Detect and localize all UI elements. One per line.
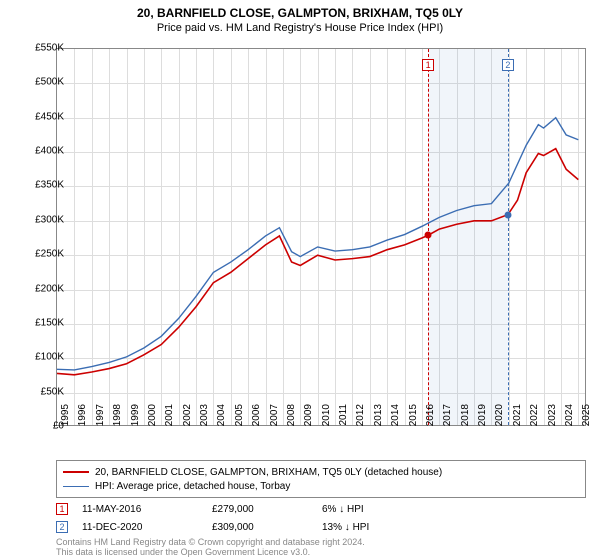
x-axis-label: 1999 xyxy=(130,404,141,432)
x-axis-label: 2020 xyxy=(494,404,505,432)
x-axis-label: 2007 xyxy=(269,404,280,432)
sale-row: 1 11-MAY-2016£279,0006% ↓ HPI xyxy=(56,500,586,518)
chart-svg xyxy=(57,49,587,427)
x-axis-label: 2009 xyxy=(303,404,314,432)
sale-diff: 13% ↓ HPI xyxy=(322,522,442,533)
y-axis-label: £250K xyxy=(14,249,64,260)
x-axis-label: 2010 xyxy=(321,404,332,432)
sale-marker-dot xyxy=(504,211,511,218)
x-axis-label: 2011 xyxy=(338,404,349,432)
legend-label: 20, BARNFIELD CLOSE, GALMPTON, BRIXHAM, … xyxy=(95,467,442,478)
x-axis-label: 2004 xyxy=(216,404,227,432)
x-axis-label: 2019 xyxy=(477,404,488,432)
y-axis-label: £100K xyxy=(14,352,64,363)
y-axis-label: £300K xyxy=(14,214,64,225)
legend-swatch xyxy=(63,486,89,487)
sale-row-marker: 2 xyxy=(56,521,68,533)
footer-line2: This data is licensed under the Open Gov… xyxy=(56,548,365,558)
x-axis-label: 2021 xyxy=(512,404,523,432)
legend-swatch xyxy=(63,471,89,473)
sale-marker-dot xyxy=(425,232,432,239)
sale-marker-box: 1 xyxy=(422,59,434,71)
x-axis-label: 1997 xyxy=(95,404,106,432)
legend-row: HPI: Average price, detached house, Torb… xyxy=(63,479,579,493)
x-axis-label: 2025 xyxy=(581,404,592,432)
x-axis-label: 2018 xyxy=(460,404,471,432)
x-axis-label: 2016 xyxy=(425,404,436,432)
chart-plot-area: 12 xyxy=(56,48,586,426)
y-axis-label: £0 xyxy=(14,421,64,432)
x-axis-label: 2015 xyxy=(408,404,419,432)
x-axis-label: 1996 xyxy=(77,404,88,432)
sale-row: 2 11-DEC-2020£309,00013% ↓ HPI xyxy=(56,518,586,536)
x-axis-label: 2022 xyxy=(529,404,540,432)
sales-table: 1 11-MAY-2016£279,0006% ↓ HPI 2 11-DEC-2020… xyxy=(56,500,586,536)
x-axis-label: 1995 xyxy=(60,404,71,432)
x-axis-label: 2008 xyxy=(286,404,297,432)
y-axis-label: £450K xyxy=(14,111,64,122)
chart-subtitle: Price paid vs. HM Land Registry's House … xyxy=(0,20,600,38)
sale-marker-box: 2 xyxy=(502,59,514,71)
y-axis-label: £50K xyxy=(14,386,64,397)
footer-attribution: Contains HM Land Registry data © Crown c… xyxy=(56,538,365,558)
x-axis-label: 2006 xyxy=(251,404,262,432)
x-axis-label: 2000 xyxy=(147,404,158,432)
y-axis-label: £500K xyxy=(14,77,64,88)
sale-price: £279,000 xyxy=(212,504,322,515)
chart-title: 20, BARNFIELD CLOSE, GALMPTON, BRIXHAM, … xyxy=(0,0,600,20)
y-axis-label: £350K xyxy=(14,180,64,191)
legend-label: HPI: Average price, detached house, Torb… xyxy=(95,481,290,492)
x-axis-label: 2003 xyxy=(199,404,210,432)
series-line-property xyxy=(57,149,578,375)
y-axis-label: £400K xyxy=(14,146,64,157)
y-axis-label: £150K xyxy=(14,317,64,328)
sale-date: 11-DEC-2020 xyxy=(82,522,212,533)
sale-row-marker: 1 xyxy=(56,503,68,515)
y-axis-label: £200K xyxy=(14,283,64,294)
x-axis-label: 2024 xyxy=(564,404,575,432)
sale-date: 11-MAY-2016 xyxy=(82,504,212,515)
x-axis-label: 2013 xyxy=(373,404,384,432)
x-axis-label: 2014 xyxy=(390,404,401,432)
x-axis-label: 2012 xyxy=(355,404,366,432)
sale-price: £309,000 xyxy=(212,522,322,533)
x-axis-label: 2005 xyxy=(234,404,245,432)
x-axis-label: 2023 xyxy=(547,404,558,432)
x-axis-label: 2017 xyxy=(442,404,453,432)
y-axis-label: £550K xyxy=(14,43,64,54)
series-line-hpi xyxy=(57,118,578,370)
x-axis-label: 2002 xyxy=(182,404,193,432)
x-axis-label: 2001 xyxy=(164,404,175,432)
legend-box: 20, BARNFIELD CLOSE, GALMPTON, BRIXHAM, … xyxy=(56,460,586,498)
sale-diff: 6% ↓ HPI xyxy=(322,504,442,515)
x-axis-label: 1998 xyxy=(112,404,123,432)
legend-row: 20, BARNFIELD CLOSE, GALMPTON, BRIXHAM, … xyxy=(63,465,579,479)
